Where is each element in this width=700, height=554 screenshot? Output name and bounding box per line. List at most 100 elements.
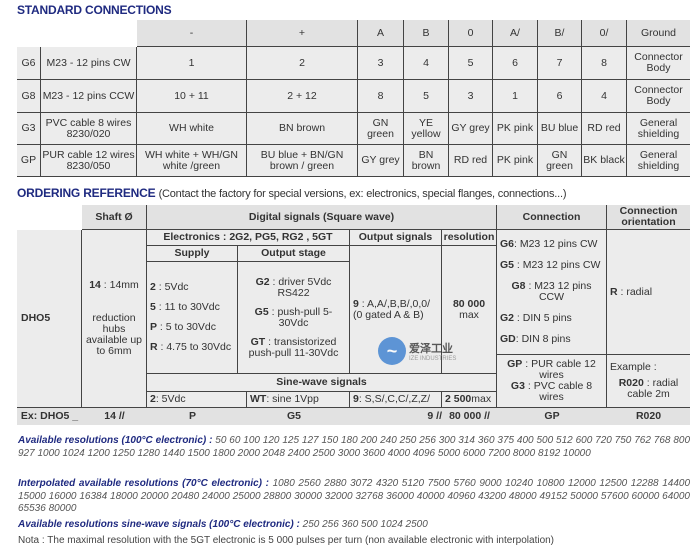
pin-cell: 6 [538, 80, 582, 113]
sine-resolution: 2 500 max [442, 392, 497, 408]
column-header: 0/ [582, 20, 627, 47]
connection-cable-cell: GP : PUR cable 12 wires G3 : PVC cable 8… [497, 355, 607, 408]
pin-cell: GN green [358, 113, 404, 145]
pin-cell: 8 [582, 47, 627, 80]
connection-code: G6 [17, 47, 41, 80]
example-orientation: R020 [607, 408, 690, 425]
pin-cell: GY grey [449, 113, 493, 145]
shaft-note: reduction hubs available up to 6mm [85, 312, 143, 357]
pin-cell: 4 [404, 47, 449, 80]
header-resolution: resolution [442, 230, 497, 246]
pin-cell: PK pink [493, 113, 538, 145]
example-value: R020 : radial cable 2m [618, 377, 679, 401]
pin-cell: GN green [538, 145, 582, 177]
example-stage: G5 [238, 408, 350, 425]
shaft-cell: 14 : 14mm reduction hubs available up to… [82, 230, 147, 408]
connection-description: M23 - 12 pins CCW [41, 80, 137, 113]
sine-resolutions: Available resolutions sine-wave signals … [18, 519, 428, 530]
supply-option: R : 4.75 to 30Vdc [150, 341, 232, 353]
pin-cell: BN brown [404, 145, 449, 177]
pin-cell: RD red [582, 113, 627, 145]
connection-option: GD: DIN 8 pins [500, 333, 571, 345]
pin-cell: 5 [449, 47, 493, 80]
pin-cell: GY grey [358, 145, 404, 177]
available-resolutions: Available resolutions (100°C electronic)… [18, 435, 691, 459]
connection-code: G3 [17, 113, 41, 145]
resolution-cell: 80 000 max [442, 246, 497, 374]
connection-option: G2 : DIN 5 pins [500, 312, 572, 324]
supply-option: 2 : 5Vdc [150, 281, 189, 293]
sine-signals: 9: S,S/,C,C/,Z,Z/ [350, 392, 442, 408]
pin-cell: BK black [582, 145, 627, 177]
pin-cell: 2 + 12 [247, 80, 358, 113]
interpolated-resolutions: Interpolated available resolutions (70°C… [18, 478, 691, 514]
pin-cell: 2 [247, 47, 358, 80]
example-supply: P [147, 408, 238, 425]
pin-cell: Connector Body [627, 47, 690, 80]
pin-cell: General shielding [627, 113, 690, 145]
column-header: - [137, 20, 247, 47]
connection-option: G3 : PVC cable 8 wires [510, 380, 593, 403]
ordering-subtitle: (Contact the factory for special version… [158, 188, 567, 200]
pin-cell: 3 [449, 80, 493, 113]
column-header: A [358, 20, 404, 47]
header-electronics: Electronics : 2G2, PG5, RG2 , 5GT [147, 230, 350, 246]
connection-option: G5 : M23 12 pins CW [500, 259, 601, 271]
pin-cell: RD red [449, 145, 493, 177]
pin-cell: 3 [358, 47, 404, 80]
example-signals: 9 // [350, 408, 442, 425]
connection-code: GP [17, 145, 41, 177]
header-supply: Supply [147, 246, 238, 262]
orientation-cell: R : radial [607, 230, 690, 355]
example-shaft: 14 // [82, 408, 147, 425]
connection-option: GP : PUR cable 12 wires [507, 358, 596, 381]
pin-cell: BN brown [247, 113, 358, 145]
supply-option: 5 : 11 to 30Vdc [150, 301, 220, 313]
connection-description: PUR cable 12 wires 8230/050 [41, 145, 137, 177]
example-model: Ex: DHO5 _ [17, 408, 82, 425]
column-header: Ground [627, 20, 690, 47]
example-label: Example : [610, 360, 657, 373]
pin-cell: 10 + 11 [137, 80, 247, 113]
output-stage-option: G2 : driver 5Vdc RS422 [255, 275, 332, 299]
connection-cell: G6: M23 12 pins CW G5 : M23 12 pins CW G… [497, 230, 607, 355]
output-stage-option: GT : transistorized push-pull 11-30Vdc [248, 335, 339, 359]
watermark-logo: ~ 爱泽工业 IZE INDUSTRIES [378, 337, 456, 365]
header-sine-wave: Sine-wave signals [147, 374, 497, 392]
connection-code: G8 [17, 80, 41, 113]
pin-cell: WH white [137, 113, 247, 145]
nota-text: Nota : The maximal resolution with the 5… [18, 535, 555, 546]
header-output-stage: Output stage [238, 246, 350, 262]
pin-cell: 5 [404, 80, 449, 113]
column-header: A/ [493, 20, 538, 47]
connection-option: G8 : M23 12 pins CCW [511, 280, 592, 303]
pin-cell: BU blue + BN/GN brown / green [247, 145, 358, 177]
model-cell: DHO5 [17, 230, 82, 408]
pin-cell: 1 [137, 47, 247, 80]
shaft-option: 14 : 14mm [89, 279, 139, 291]
pin-cell: PK pink [493, 145, 538, 177]
header-digital-signals: Digital signals (Square wave) [147, 205, 497, 230]
header-shaft: Shaft Ø [82, 205, 147, 230]
ize-logo-icon: ~ [378, 337, 406, 365]
header-connection: Connection [497, 205, 607, 230]
supply-cell: 2 : 5Vdc 5 : 11 to 30Vdc P : 5 to 30Vdc … [147, 262, 238, 374]
ordering-title-text: ORDERING REFERENCE [17, 186, 156, 200]
output-stage-cell: G2 : driver 5Vdc RS422 G5 : push-pull 5-… [238, 262, 350, 374]
supply-option: P : 5 to 30Vdc [150, 321, 216, 333]
output-stage-option: G5 : push-pull 5-30Vdc [254, 305, 333, 329]
sine-supply: 2: 5Vdc [147, 392, 247, 408]
pin-cell: BU blue [538, 113, 582, 145]
example-resolution: 80 000 // [442, 408, 497, 425]
column-header: + [247, 20, 358, 47]
example-connection: GP [497, 408, 607, 425]
header-orientation: Connection orientation [607, 205, 690, 230]
pin-cell: Connector Body [627, 80, 690, 113]
standard-connections-title: STANDARD CONNECTIONS [17, 3, 172, 17]
sine-stage: WT: sine 1Vpp [247, 392, 350, 408]
pin-cell: 1 [493, 80, 538, 113]
column-header: B [404, 20, 449, 47]
pin-cell: 4 [582, 80, 627, 113]
pin-cell: 7 [538, 47, 582, 80]
